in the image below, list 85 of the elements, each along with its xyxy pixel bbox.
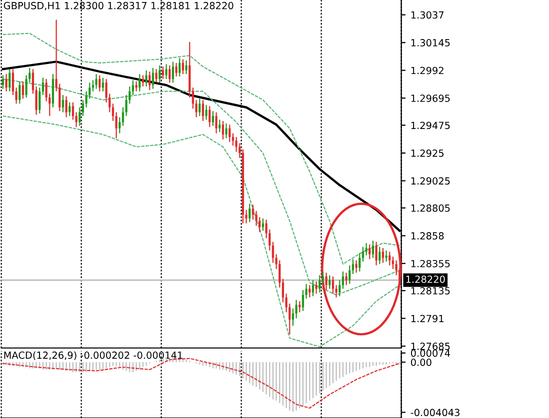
candlestick — [388, 251, 391, 266]
candlestick — [332, 276, 334, 294]
candlestick — [38, 87, 41, 114]
candlestick — [222, 120, 224, 140]
candlestick — [372, 240, 374, 258]
candlestick — [175, 62, 178, 78]
candlestick — [2, 74, 4, 90]
candlestick — [42, 77, 44, 96]
candlestick — [362, 246, 364, 262]
candlestick — [205, 104, 208, 120]
y-tick-label: 1.2791 — [411, 314, 444, 322]
candlestick — [118, 116, 121, 134]
candlestick — [165, 64, 168, 80]
candlestick — [65, 96, 68, 118]
candlestick — [338, 280, 341, 297]
candlestick — [212, 110, 214, 126]
candlestick — [248, 203, 251, 223]
ref-line-label: 1.28220 — [406, 276, 445, 283]
y-tick-label: 1.29475 — [411, 122, 450, 130]
candlestick — [348, 264, 351, 284]
candlestick — [102, 77, 104, 92]
candlestick — [22, 80, 24, 100]
candlestick — [298, 300, 301, 313]
candlestick — [325, 272, 328, 291]
candlestick — [375, 241, 378, 266]
candlestick — [312, 280, 314, 297]
candlestick — [385, 250, 388, 262]
y-tick-label: 1.28135 — [411, 287, 450, 294]
candlestick — [215, 112, 218, 134]
candlestick — [318, 274, 321, 294]
candlestick — [78, 106, 81, 126]
y-tick-label: 1.27685 — [411, 342, 450, 350]
candlestick — [178, 57, 181, 78]
candlestick — [148, 71, 151, 91]
candlestick — [378, 246, 381, 265]
candlestick — [202, 99, 204, 122]
candlestick — [98, 74, 101, 92]
candlestick — [132, 80, 134, 96]
y-tick-label: 0.00 — [410, 358, 432, 366]
candlestick — [158, 64, 161, 84]
y-tick-label: -0.004043 — [410, 408, 460, 416]
candlestick — [342, 270, 344, 290]
candlestick — [218, 119, 221, 133]
candlestick — [62, 94, 64, 113]
candlestick — [208, 106, 211, 128]
candlestick — [162, 66, 164, 80]
candlestick — [345, 272, 348, 286]
candlestick — [185, 60, 188, 75]
candlestick — [168, 64, 171, 84]
candlestick — [182, 58, 184, 75]
chart-title: MACD(12,26,9) -0.000202 -0.000141 — [4, 351, 182, 360]
candlestick — [155, 68, 158, 84]
candlestick — [368, 244, 371, 260]
chart-title: GBPUSD,H1 1.28300 1.28317 1.28181 1.28220 — [4, 2, 234, 10]
y-tick-label: 0.00074 — [410, 349, 450, 357]
candlestick — [315, 280, 318, 294]
candlestick — [138, 73, 141, 92]
candlestick — [135, 80, 138, 92]
y-tick-label: 1.29695 — [411, 94, 450, 102]
y-tick-label: 1.30145 — [411, 39, 450, 46]
candlestick — [328, 274, 331, 290]
candlestick — [355, 260, 358, 274]
candlestick — [358, 252, 361, 272]
candlestick — [352, 258, 354, 275]
y-tick-label: 1.2925 — [411, 150, 444, 157]
y-tick-label: 1.2858 — [411, 232, 444, 240]
candlestick — [8, 68, 11, 92]
candlestick — [145, 70, 148, 87]
candlestick — [152, 67, 154, 90]
candlestick — [225, 122, 228, 139]
y-tick-label: 1.3037 — [411, 11, 444, 19]
y-tick-label: 1.29025 — [411, 177, 450, 185]
y-tick-label: 1.2992 — [411, 66, 444, 74]
candlestick — [382, 247, 384, 264]
y-tick-label: 1.28355 — [411, 260, 450, 268]
candlestick — [198, 98, 201, 117]
candlestick — [18, 80, 21, 104]
candlestick — [95, 73, 98, 90]
candlestick — [172, 61, 174, 84]
candlestick — [68, 102, 71, 117]
line-series — [2, 32, 400, 265]
candlestick — [5, 73, 8, 92]
y-tick-label: 1.28805 — [411, 204, 450, 212]
candlestick — [228, 124, 231, 142]
line-series — [2, 78, 400, 296]
